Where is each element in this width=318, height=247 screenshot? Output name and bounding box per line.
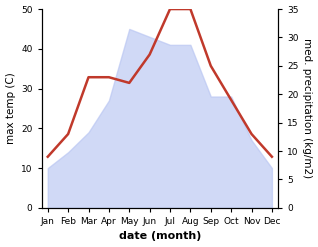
X-axis label: date (month): date (month)	[119, 231, 201, 242]
Y-axis label: med. precipitation (kg/m2): med. precipitation (kg/m2)	[302, 38, 313, 179]
Y-axis label: max temp (C): max temp (C)	[5, 73, 16, 144]
